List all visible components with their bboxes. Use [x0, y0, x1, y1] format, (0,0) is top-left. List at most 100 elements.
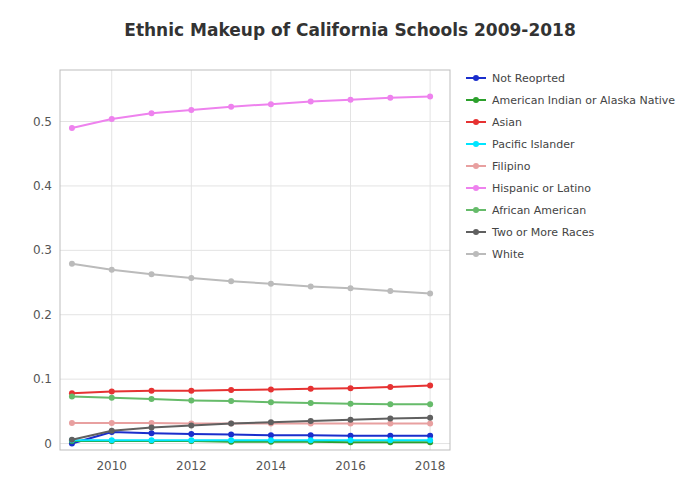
series-marker: [228, 421, 234, 427]
series-marker: [387, 95, 393, 101]
series-marker: [228, 104, 234, 110]
legend-label: African American: [492, 204, 586, 217]
series-marker: [348, 437, 354, 443]
series-marker: [387, 401, 393, 407]
series-marker: [427, 383, 433, 389]
series-marker: [149, 388, 155, 394]
series-marker: [149, 396, 155, 402]
series-marker: [268, 386, 274, 392]
series-marker: [308, 386, 314, 392]
legend-marker: [473, 229, 479, 235]
series-marker: [149, 438, 155, 444]
y-tick-label: 0: [44, 437, 52, 451]
series-line: [72, 439, 430, 441]
background: [0, 0, 700, 500]
series-marker: [268, 101, 274, 107]
series-marker: [149, 430, 155, 436]
series-marker: [268, 432, 274, 438]
series-marker: [387, 288, 393, 294]
legend-label: Hispanic or Latino: [492, 182, 591, 195]
series-marker: [308, 99, 314, 105]
legend: Not Reoprted American Indian or Alaska Na…: [466, 72, 675, 261]
y-grid-line: [60, 250, 450, 251]
series-marker: [348, 285, 354, 291]
series-marker: [268, 399, 274, 405]
y-tick-label: 0.5: [33, 115, 52, 129]
x-tick-label: 2012: [176, 459, 207, 473]
series-group: [69, 93, 433, 446]
legend-label: American Indian or Alaska Native: [492, 94, 675, 107]
y-tick-label: 0.3: [33, 243, 52, 257]
series-marker: [188, 397, 194, 403]
series-marker: [69, 437, 75, 443]
series-line: [72, 441, 430, 442]
series-marker: [268, 419, 274, 425]
series-marker: [268, 281, 274, 287]
legend-label: Not Reoprted: [492, 72, 565, 85]
x-tick-label: 2018: [415, 459, 446, 473]
series-line: [72, 418, 430, 440]
series-marker: [348, 385, 354, 391]
series-marker: [188, 437, 194, 443]
series-marker: [427, 93, 433, 99]
series-marker: [427, 421, 433, 427]
series-marker: [69, 394, 75, 400]
y-tick-label: 0.4: [33, 179, 52, 193]
legend-label: Two or More Races: [491, 226, 595, 239]
series-marker: [69, 261, 75, 267]
legend-label: Pacific Islander: [492, 138, 575, 151]
series-marker: [228, 387, 234, 393]
grid: [60, 70, 450, 450]
legend-label: White: [492, 248, 524, 261]
series-marker: [387, 437, 393, 443]
series-marker: [109, 395, 115, 401]
series-marker: [228, 398, 234, 404]
series-marker: [387, 421, 393, 427]
series-marker: [427, 437, 433, 443]
series-marker: [188, 275, 194, 281]
series-line: [72, 432, 430, 444]
series-line: [72, 264, 430, 294]
legend-marker: [473, 207, 479, 213]
x-tick-label: 2016: [335, 459, 366, 473]
series-marker: [308, 418, 314, 424]
series-marker: [69, 420, 75, 426]
legend-label: Asian: [492, 116, 522, 129]
series-marker: [109, 388, 115, 394]
legend-marker: [473, 75, 479, 81]
x-grid-line: [270, 70, 271, 450]
series-marker: [109, 116, 115, 122]
series-marker: [109, 438, 115, 444]
series-marker: [387, 384, 393, 390]
series-marker: [228, 437, 234, 443]
series-marker: [188, 388, 194, 394]
series-marker: [149, 271, 155, 277]
series-line: [72, 397, 430, 405]
legend-label: Filipino: [492, 160, 531, 173]
x-tick-label: 2014: [256, 459, 287, 473]
series-marker: [149, 437, 155, 443]
chart: Ethnic Makeup of California Schools 2009…: [0, 0, 700, 500]
series-marker: [427, 290, 433, 296]
series-marker: [308, 437, 314, 443]
x-grid-line: [430, 70, 431, 450]
series-marker: [228, 432, 234, 438]
series-marker: [348, 97, 354, 103]
series-marker: [268, 437, 274, 443]
series-marker: [308, 432, 314, 438]
series-marker: [387, 415, 393, 421]
series-marker: [308, 283, 314, 289]
series-marker: [188, 423, 194, 429]
series-marker: [188, 107, 194, 113]
legend-marker: [473, 141, 479, 147]
y-tick-label: 0.2: [33, 308, 52, 322]
title: Ethnic Makeup of California Schools 2009…: [124, 20, 575, 40]
series-marker: [109, 267, 115, 273]
x-grid-line: [350, 70, 351, 450]
series-line: [72, 96, 430, 128]
series-line: [72, 386, 430, 394]
legend-marker: [473, 185, 479, 191]
series-marker: [109, 428, 115, 434]
legend-marker: [473, 119, 479, 125]
legend-marker: [473, 97, 479, 103]
